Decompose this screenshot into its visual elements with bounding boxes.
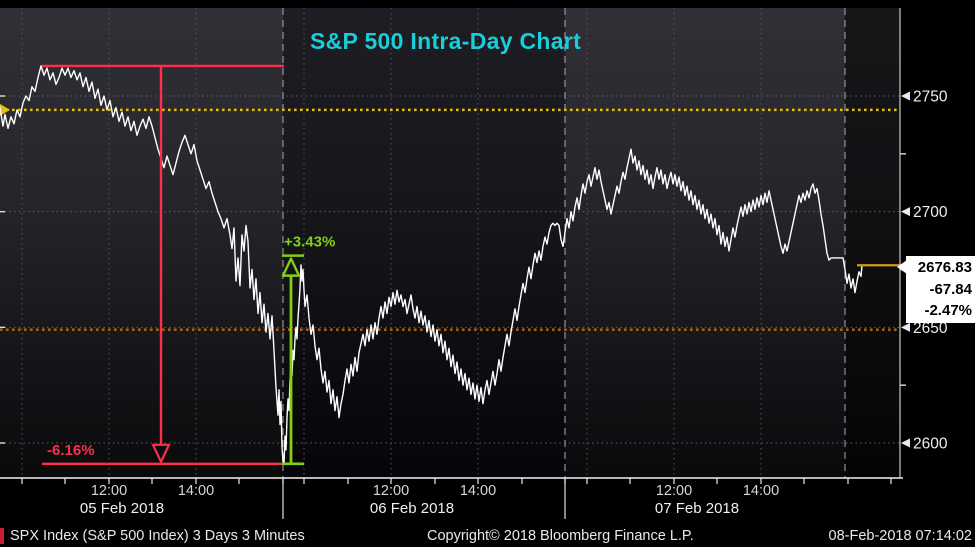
x-date-label: 07 Feb 2018 xyxy=(655,500,739,517)
rebound-label: +3.43% xyxy=(284,234,335,251)
y-tick-arrow-icon xyxy=(901,438,910,448)
x-time-label: 14:00 xyxy=(460,483,496,499)
drop-arrowhead-icon xyxy=(151,443,171,463)
rebound-arrowhead-icon xyxy=(281,257,301,277)
y-tick-arrow-icon xyxy=(901,322,910,332)
price-line xyxy=(0,65,863,465)
timestamp: 08-Feb-2018 07:14:02 xyxy=(828,528,973,544)
footer-edge-marker xyxy=(0,528,4,544)
copyright-text: Copyright© 2018 Bloomberg Finance L.P. xyxy=(427,528,694,544)
y-tick-arrow-icon xyxy=(901,91,910,101)
y-axis-label: 2650 xyxy=(913,320,948,337)
x-time-label: 14:00 xyxy=(178,483,214,499)
x-time-label: 12:00 xyxy=(373,483,409,499)
x-date-label: 06 Feb 2018 xyxy=(370,500,454,517)
y-tick-arrow-icon xyxy=(901,207,910,217)
drop-label: -6.16% xyxy=(47,442,95,459)
net-change-value: -67.84 xyxy=(929,280,972,298)
x-time-label: 12:00 xyxy=(656,483,692,499)
y-axis-label: 2600 xyxy=(913,436,948,453)
x-date-label: 05 Feb 2018 xyxy=(80,500,164,517)
plot-background xyxy=(0,8,900,478)
last-price-value: 2676.83 xyxy=(917,259,972,276)
x-time-label: 14:00 xyxy=(743,483,779,499)
session-band-after-hours xyxy=(845,8,900,478)
last-price-bubble: 2676.83 -67.84 -2.47% xyxy=(897,256,975,323)
x-time-label: 12:00 xyxy=(91,483,127,499)
y-axis-label: 2750 xyxy=(913,89,948,106)
status-bar: SPX Index (S&P 500 Index) 3 Days 3 Minut… xyxy=(0,527,975,547)
security-description: SPX Index (S&P 500 Index) 3 Days 3 Minut… xyxy=(10,528,305,544)
y-axis-label: 2700 xyxy=(913,204,948,221)
yellow-reference-line-marker-icon xyxy=(0,103,10,116)
pct-change-value: -2.47% xyxy=(924,302,972,319)
chart-title: S&P 500 Intra-Day Chart xyxy=(310,28,582,54)
